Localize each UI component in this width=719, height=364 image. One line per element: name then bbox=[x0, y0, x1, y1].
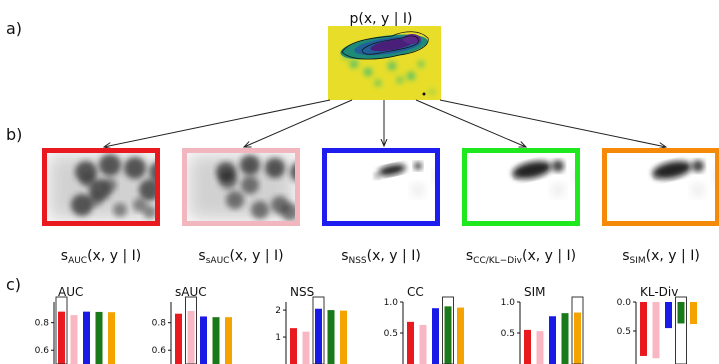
y-tick-label: 1 bbox=[275, 333, 281, 343]
best-bar-highlight bbox=[442, 296, 454, 364]
y-tick-label: 0.0 bbox=[617, 298, 632, 308]
best-bar-highlight bbox=[312, 296, 325, 364]
score-label-args: (x, y | I) bbox=[367, 248, 421, 264]
score-label-sim: sSIM(x, y | I) bbox=[622, 248, 700, 266]
score-label-prefix: s bbox=[341, 248, 348, 264]
bar bbox=[302, 331, 310, 364]
bar bbox=[432, 308, 439, 364]
saliency-map-sim: sSIM(x, y | I) bbox=[602, 148, 719, 266]
score-label-subscript: SIM bbox=[630, 256, 646, 266]
saliency-map-nss: sNSS(x, y | I) bbox=[322, 148, 440, 266]
y-tick-label: 0.5 bbox=[501, 329, 515, 339]
best-bar-highlight bbox=[571, 296, 584, 364]
bar bbox=[640, 302, 647, 356]
score-label-args: (x, y | I) bbox=[522, 248, 576, 264]
score-label-auc: sAUC(x, y | I) bbox=[61, 248, 141, 266]
score-label-args: (x, y | I) bbox=[646, 248, 700, 264]
bar bbox=[225, 317, 232, 364]
bar bbox=[677, 302, 685, 324]
chart-kl-div: KL-Div 0.0 0.5 bbox=[617, 285, 697, 364]
prob-title: p(x, y | I) bbox=[349, 11, 412, 27]
chart-sim: SIM 1.0 0.5 bbox=[501, 285, 584, 364]
score-label-args: (x, y | I) bbox=[87, 248, 141, 264]
chart-title: KL-Div bbox=[640, 285, 678, 299]
y-tick-label: 0.8 bbox=[35, 319, 50, 329]
bar bbox=[290, 328, 297, 364]
row-label-c: c) bbox=[6, 275, 21, 294]
best-bar-highlight bbox=[675, 296, 687, 364]
y-tick-label: 0.5 bbox=[617, 327, 631, 337]
score-label-prefix: s bbox=[466, 248, 473, 264]
bar bbox=[690, 302, 697, 325]
bar bbox=[536, 331, 544, 364]
y-tick-label: 1.0 bbox=[501, 298, 516, 308]
y-tick-label: 0.6 bbox=[35, 346, 50, 356]
saliency-map-cc: sCC/KL−Div(x, y | I) bbox=[462, 148, 580, 266]
bar bbox=[200, 316, 207, 364]
best-bar-highlight bbox=[185, 296, 197, 364]
saliency-map-sauc: ssAUC(x, y | I) bbox=[182, 148, 300, 266]
y-tick-label: 0.6 bbox=[152, 346, 167, 356]
bar bbox=[665, 302, 672, 329]
score-label-cc: sCC/KL−Div(x, y | I) bbox=[466, 248, 576, 266]
row-label-a: a) bbox=[6, 19, 22, 38]
score-label-prefix: s bbox=[198, 248, 205, 264]
bar bbox=[561, 313, 569, 364]
bar bbox=[83, 311, 90, 364]
chart-cc: CC 1.0 0.5 bbox=[384, 285, 464, 364]
score-label-prefix: s bbox=[61, 248, 68, 264]
score-label-prefix: s bbox=[622, 248, 629, 264]
bar bbox=[340, 310, 347, 364]
bar bbox=[524, 329, 531, 364]
score-label-sauc: ssAUC(x, y | I) bbox=[198, 248, 283, 266]
bar bbox=[652, 302, 660, 359]
chart-title: SIM bbox=[524, 285, 546, 299]
bar bbox=[327, 310, 335, 364]
y-tick-label: 2 bbox=[275, 306, 281, 316]
bar bbox=[212, 317, 220, 364]
chart-sauc: sAUC 0.8 0.6 bbox=[152, 285, 232, 364]
best-bar-highlight bbox=[55, 296, 68, 364]
score-label-subscript: sAUC bbox=[206, 256, 230, 266]
row-label-b: b) bbox=[6, 125, 22, 144]
chart-title: CC bbox=[407, 285, 424, 299]
score-label-subscript: CC/KL−Div bbox=[473, 256, 522, 266]
chart-auc: AUC 0.8 0.6 bbox=[35, 285, 115, 364]
chart-nss: NSS 2 1 bbox=[275, 285, 347, 364]
score-label-subscript: NSS bbox=[348, 256, 366, 266]
score-label-args: (x, y | I) bbox=[229, 248, 283, 264]
saliency-map-auc: sAUC(x, y | I) bbox=[42, 148, 160, 266]
bar bbox=[58, 311, 65, 364]
bar bbox=[419, 324, 427, 364]
bar bbox=[70, 315, 78, 364]
y-tick-label: 0.8 bbox=[152, 319, 167, 329]
chart-title: NSS bbox=[290, 285, 314, 299]
score-label-subscript: AUC bbox=[68, 256, 87, 266]
bar bbox=[444, 306, 452, 364]
bar bbox=[457, 307, 464, 364]
chart-title: sAUC bbox=[175, 285, 207, 299]
bar bbox=[574, 312, 581, 364]
bar bbox=[175, 313, 182, 364]
chart-title: AUC bbox=[58, 285, 83, 299]
y-tick-label: 1.0 bbox=[384, 298, 399, 308]
arrows bbox=[104, 99, 666, 147]
bar bbox=[549, 316, 556, 364]
bar bbox=[315, 308, 322, 364]
bar bbox=[187, 310, 195, 364]
y-tick-label: 0.5 bbox=[384, 329, 398, 339]
probability-heatmap bbox=[328, 26, 441, 100]
bar bbox=[407, 321, 414, 364]
score-label-nss: sNSS(x, y | I) bbox=[341, 248, 421, 266]
bar bbox=[108, 312, 115, 364]
bar bbox=[95, 311, 103, 364]
